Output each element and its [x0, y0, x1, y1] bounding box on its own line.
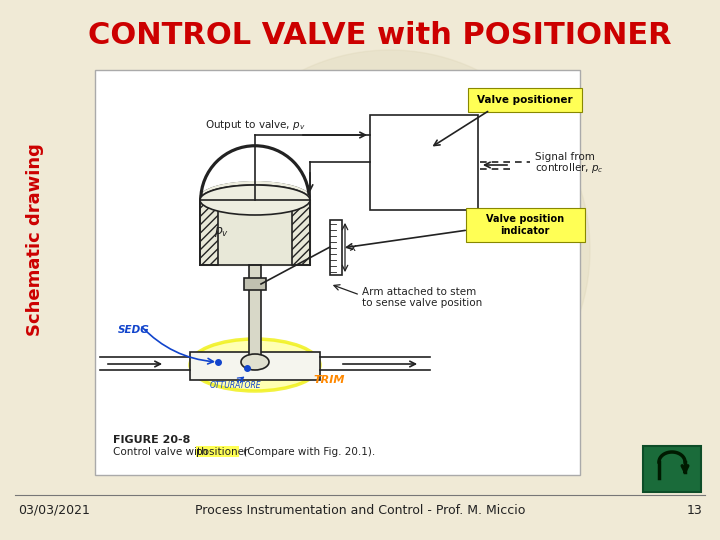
Text: Valve positioner: Valve positioner	[477, 95, 573, 105]
Text: FIGURE 20-8: FIGURE 20-8	[113, 435, 190, 445]
Bar	[249, 265, 261, 355]
Text: Process Instrumentation and Control - Prof. M. Miccio: Process Instrumentation and Control - Pr…	[195, 503, 525, 516]
FancyBboxPatch shape	[468, 88, 582, 112]
Text: Schematic drawing: Schematic drawing	[26, 144, 44, 336]
Text: 13: 13	[686, 503, 702, 516]
Text: controller, $p_c$: controller, $p_c$	[535, 161, 604, 175]
Bar	[95, 70, 580, 475]
Text: Signal from: Signal from	[535, 152, 595, 162]
Bar	[292, 200, 310, 265]
Bar	[196, 446, 239, 457]
Circle shape	[190, 50, 590, 450]
Text: $p_v$: $p_v$	[215, 225, 230, 239]
Ellipse shape	[199, 181, 311, 215]
Text: TRIM: TRIM	[313, 375, 344, 385]
Ellipse shape	[241, 354, 269, 370]
Text: 03/03/2021: 03/03/2021	[18, 503, 90, 516]
Ellipse shape	[200, 182, 310, 214]
Bar	[244, 278, 266, 290]
Text: SEDG: SEDG	[118, 325, 150, 335]
Text: OTTURATORE: OTTURATORE	[210, 381, 261, 389]
Text: CONTROL VALVE with POSITIONER: CONTROL VALVE with POSITIONER	[88, 21, 672, 50]
Text: x: x	[349, 243, 356, 253]
Bar	[370, 115, 478, 210]
Ellipse shape	[200, 185, 310, 215]
Text: positioner: positioner	[196, 447, 248, 457]
Text: Valve position
indicator: Valve position indicator	[486, 214, 564, 236]
Text: to sense valve position: to sense valve position	[362, 298, 482, 308]
Text: (Compare with Fig. 20.1).: (Compare with Fig. 20.1).	[240, 447, 375, 457]
Bar	[200, 200, 218, 265]
Text: Control valve with: Control valve with	[113, 447, 211, 457]
Text: Output to valve, $p_v$: Output to valve, $p_v$	[204, 118, 305, 132]
Wedge shape	[200, 145, 310, 200]
Bar	[643, 446, 701, 492]
Ellipse shape	[190, 339, 320, 391]
Bar	[190, 352, 320, 380]
FancyBboxPatch shape	[466, 208, 585, 242]
Bar	[200, 200, 310, 265]
Bar	[330, 220, 342, 275]
Text: Arm attached to stem: Arm attached to stem	[362, 287, 476, 297]
